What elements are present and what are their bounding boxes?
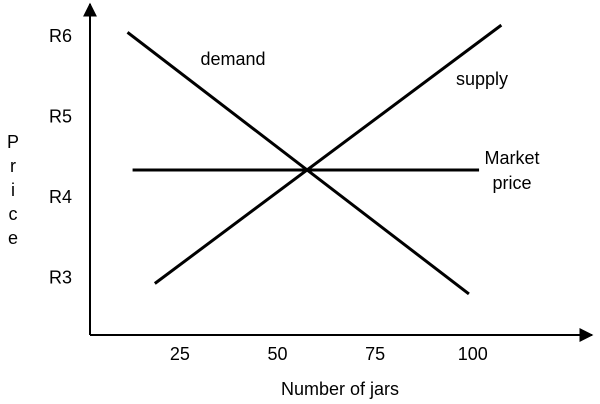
x-tick-label: 75 [365,344,385,364]
x-tick-label: 25 [170,344,190,364]
line-label: demand [200,49,265,69]
x-tick-label: 50 [267,344,287,364]
series-line [153,23,503,285]
y-tick-label: R6 [49,26,72,46]
y-tick-label: R5 [49,106,72,126]
line-label: supply [456,69,508,89]
y-tick-label: R4 [49,187,72,207]
x-axis-label: Number of jars [281,379,399,399]
line-label: Market price [484,148,540,193]
series-line [126,31,470,296]
y-axis-label: Price [3,132,23,252]
y-tick-label: R3 [49,267,72,287]
x-tick-label: 100 [458,344,488,364]
